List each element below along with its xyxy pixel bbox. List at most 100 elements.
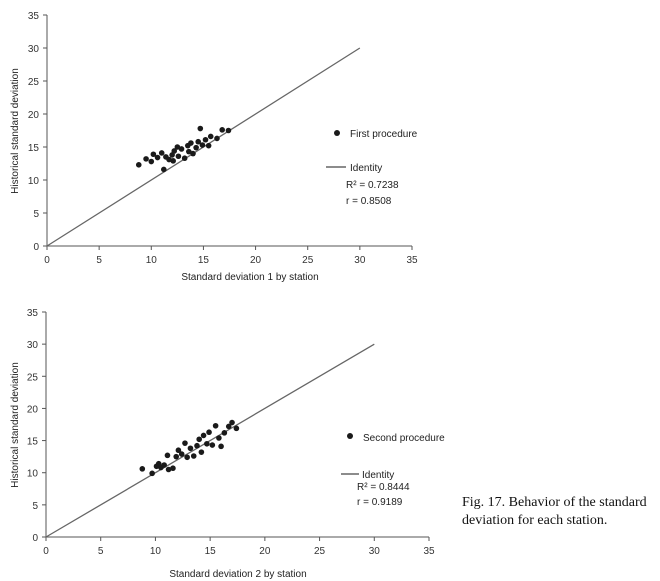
chart2-data-point bbox=[216, 435, 222, 441]
chart2-data-point bbox=[221, 430, 228, 436]
chart2-y-tick-label: 25 bbox=[27, 372, 39, 383]
chart1-x-axis-title: Standard deviation 1 by station bbox=[181, 272, 318, 283]
chart2-data-point bbox=[190, 453, 197, 459]
chart2-x-tick-label: 35 bbox=[423, 546, 435, 557]
chart2-x-tick-label: 10 bbox=[150, 546, 162, 557]
chart1-x-tick-label: 20 bbox=[250, 255, 262, 266]
chart2-data-point bbox=[233, 425, 240, 432]
chart1-data-point bbox=[135, 162, 142, 168]
chart1-y-tick-label: 0 bbox=[33, 242, 39, 253]
chart1-data-point bbox=[171, 148, 178, 154]
chart1-y-tick-label: 30 bbox=[28, 44, 40, 55]
chart2-annotation: R² = 0.8444 bbox=[357, 482, 410, 493]
chart1-x-tick-label: 35 bbox=[406, 255, 418, 266]
chart1-x-tick-label: 15 bbox=[198, 255, 210, 266]
chart1-data-point bbox=[214, 135, 220, 142]
chart1-data-point bbox=[148, 158, 155, 165]
chart2-annotation: r = 0.9189 bbox=[357, 497, 403, 508]
chart1-y-tick-label: 35 bbox=[28, 11, 40, 22]
chart2-data-point bbox=[209, 442, 216, 448]
chart1-y-tick-label: 10 bbox=[28, 176, 40, 187]
chart2-y-tick-label: 15 bbox=[27, 437, 39, 448]
chart2-data-point bbox=[212, 422, 219, 429]
chart2-data-point bbox=[161, 462, 167, 468]
chart2-data-point bbox=[229, 419, 235, 426]
chart2-data-point bbox=[196, 436, 202, 443]
chart1-data-point bbox=[197, 125, 204, 132]
chart2-legend-marker-points bbox=[347, 433, 353, 439]
chart1-y-tick-label: 5 bbox=[33, 209, 39, 220]
chart2-y-tick-label: 30 bbox=[27, 340, 39, 351]
chart2-y-tick-label: 5 bbox=[32, 501, 38, 512]
chart2-data-point bbox=[184, 454, 190, 461]
chart1-data-point bbox=[181, 155, 188, 162]
chart1-legend-marker-points bbox=[334, 130, 340, 136]
chart1-x-tick-label: 5 bbox=[96, 255, 102, 266]
chart2-legend-label-identity: Identity bbox=[362, 470, 394, 481]
chart1-data-point bbox=[154, 154, 161, 161]
chart1-y-axis-title: Historical standard deviation bbox=[10, 68, 21, 194]
chart2-data-point bbox=[218, 443, 224, 450]
chart1-x-tick-label: 25 bbox=[302, 255, 314, 266]
chart1-x-tick-label: 10 bbox=[146, 255, 158, 266]
figure-caption: Fig. 17. Behavior of the standard deviat… bbox=[462, 495, 647, 528]
chart2-data-point bbox=[164, 452, 171, 459]
chart1-annotation: R² = 0.7238 bbox=[346, 180, 399, 191]
chart1-data-point bbox=[205, 142, 212, 149]
chart1-data-point bbox=[193, 144, 199, 151]
chart1-legend-label-identity: Identity bbox=[350, 163, 382, 174]
chart2-x-tick-label: 30 bbox=[369, 546, 381, 557]
chart2-y-tick-label: 0 bbox=[32, 533, 38, 544]
chart1-data-point bbox=[195, 138, 202, 145]
chart2-x-tick-label: 25 bbox=[314, 546, 326, 557]
chart2-y-tick-label: 35 bbox=[27, 308, 39, 319]
chart1-data-point bbox=[174, 144, 181, 150]
chart1-data-point bbox=[207, 133, 214, 140]
chart1-data-point bbox=[225, 127, 232, 134]
chart2-data-point bbox=[178, 451, 185, 457]
chart1-data-point bbox=[161, 166, 167, 173]
chart1-legend-label-points: First procedure bbox=[350, 129, 418, 140]
chart1-data-point bbox=[175, 153, 182, 160]
chart2-data-point bbox=[165, 466, 172, 473]
chart2-identity-line bbox=[45, 343, 375, 538]
chart1-data-point bbox=[170, 158, 176, 164]
chart2-data-point bbox=[198, 449, 205, 455]
chart2-legend-label-points: Second procedure bbox=[363, 433, 445, 444]
chart2-data-point bbox=[187, 445, 194, 452]
chart2-data-point bbox=[149, 470, 155, 477]
chart1-x-tick-label: 30 bbox=[354, 255, 366, 266]
chart1-y-tick-label: 20 bbox=[28, 110, 40, 121]
chart1-annotation: r = 0.8508 bbox=[346, 196, 392, 207]
chart2-data-point bbox=[204, 440, 210, 447]
chart2-y-axis-title: Historical standard deviation bbox=[10, 362, 21, 488]
chart1-data-point bbox=[150, 151, 157, 158]
chart2-data-point bbox=[173, 453, 180, 460]
chart2-data-point bbox=[200, 432, 207, 439]
chart1-data-point bbox=[219, 127, 225, 133]
chart1-y-tick-label: 25 bbox=[28, 77, 40, 88]
chart1-y-tick-label: 15 bbox=[28, 143, 40, 154]
chart2-data-point bbox=[139, 466, 146, 472]
chart1-data-point bbox=[158, 150, 165, 156]
chart1-data-point bbox=[199, 142, 206, 148]
chart2-data-point bbox=[206, 429, 212, 436]
chart2-data-point bbox=[194, 442, 200, 449]
chart2-y-tick-label: 20 bbox=[27, 404, 39, 415]
chart2-y-tick-label: 10 bbox=[27, 469, 39, 480]
chart2-x-tick-label: 15 bbox=[205, 546, 217, 557]
chart2-x-tick-label: 0 bbox=[43, 546, 49, 557]
chart1-data-point bbox=[178, 146, 185, 152]
chart2-x-tick-label: 5 bbox=[98, 546, 104, 557]
chart1-data-point bbox=[190, 150, 196, 157]
chart2-x-axis-title: Standard deviation 2 by station bbox=[169, 569, 306, 580]
chart1-data-point bbox=[188, 140, 194, 146]
chart2-data-point bbox=[175, 447, 182, 454]
chart1-data-point bbox=[143, 156, 149, 162]
chart2-x-tick-label: 20 bbox=[259, 546, 271, 557]
chart2-data-point bbox=[170, 465, 176, 472]
chart1-data-point bbox=[186, 148, 192, 155]
chart2-data-point bbox=[182, 440, 188, 446]
chart2-data-point bbox=[225, 423, 232, 430]
